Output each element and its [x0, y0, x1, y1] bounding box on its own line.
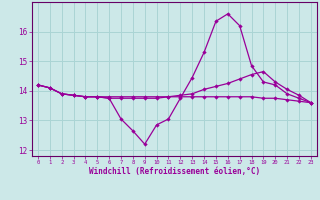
X-axis label: Windchill (Refroidissement éolien,°C): Windchill (Refroidissement éolien,°C): [89, 167, 260, 176]
